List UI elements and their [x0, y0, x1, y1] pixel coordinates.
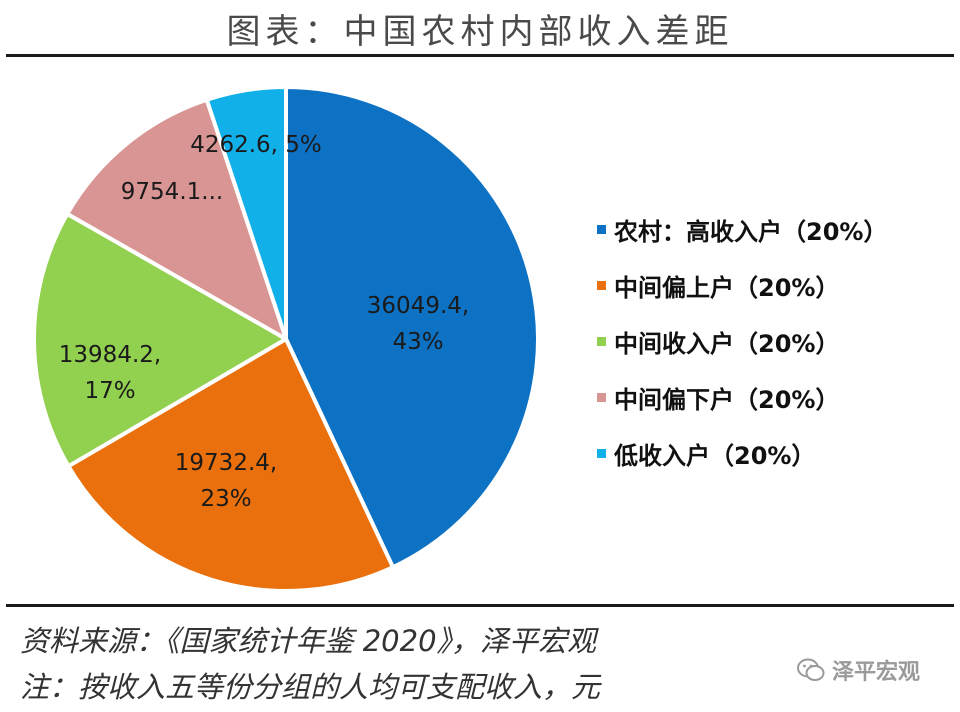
- source-note: 资料来源：《国家统计年鉴 2020》，泽平宏观: [20, 624, 597, 658]
- pie-slice-low-income: [204, 85, 288, 341]
- data-label: 13984.2, 17%: [59, 342, 161, 404]
- legend-item-high: 农村：高收入户（20%）: [597, 208, 887, 250]
- legend-label: 中间收入户（20%）: [614, 329, 840, 358]
- legend-item-middle: 中间收入户（20%）: [597, 320, 887, 362]
- legend-swatch: [597, 448, 606, 458]
- legend-swatch: [597, 392, 606, 402]
- wechat-icon: [797, 658, 825, 681]
- legend-swatch: [597, 336, 606, 346]
- legend-label: 中间偏上户（20%）: [614, 273, 840, 302]
- legend-item-low: 低收入户（20%）: [597, 432, 887, 474]
- legend-label: 中间偏下户（20%）: [614, 385, 840, 414]
- legend-item-upper-middle: 中间偏上户（20%）: [597, 264, 887, 306]
- footnote: 注：按收入五等份分组的人均可支配收入，元: [20, 670, 601, 704]
- legend-swatch: [597, 224, 606, 234]
- legend-label: 农村：高收入户（20%）: [614, 217, 888, 246]
- watermark: 泽平宏观: [796, 654, 920, 686]
- pie-slice-middle-income: [32, 211, 288, 469]
- watermark-text: 泽平宏观: [832, 660, 921, 685]
- pie-slice-high-income: [284, 85, 540, 570]
- pie-slice-lower-middle: [65, 97, 288, 341]
- data-label: 4262.6, 5%: [190, 132, 322, 158]
- legend-swatch: [597, 280, 606, 290]
- top-divider: [6, 54, 954, 57]
- legend-label: 低收入户（20%）: [614, 441, 816, 470]
- pie-slice-upper-middle: [66, 337, 395, 593]
- chart-title: 图表：中国农村内部收入差距: [226, 12, 734, 52]
- data-label: 19732.4, 23%: [175, 450, 277, 512]
- data-label: 36049.4, 43%: [367, 293, 469, 355]
- legend: 农村：高收入户（20%） 中间偏上户（20%） 中间收入户（20%） 中间偏下户…: [597, 208, 887, 488]
- legend-item-lower-middle: 中间偏下户（20%）: [597, 376, 887, 418]
- bottom-divider: [6, 604, 954, 607]
- data-label: 9754.1...: [121, 179, 223, 205]
